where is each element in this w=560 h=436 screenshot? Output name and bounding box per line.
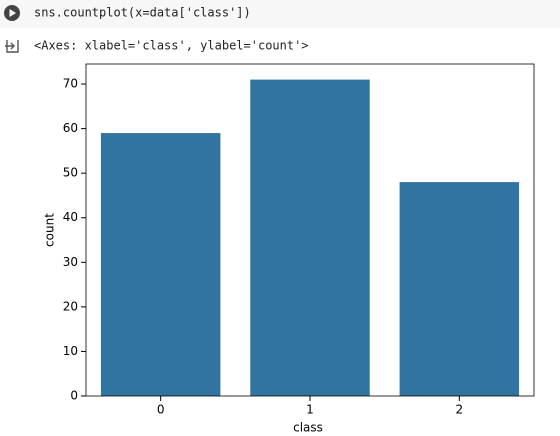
y-tick-label: 20 <box>63 299 78 313</box>
y-tick-label: 10 <box>63 344 78 358</box>
y-axis-label: count <box>43 213 57 247</box>
bar <box>399 182 520 396</box>
chart: class count 0 10 20 30 40 50 60 70 0 1 2 <box>43 63 535 435</box>
y-tick-label: 0 <box>70 389 78 403</box>
x-tick-label: 2 <box>456 403 464 417</box>
run-icon <box>9 9 16 17</box>
y-tick-label: 50 <box>63 166 78 180</box>
code-cell <box>0 0 560 28</box>
plot-frame <box>85 63 535 397</box>
x-tick-label: 0 <box>157 403 165 417</box>
x-tick-label: 1 <box>306 403 314 417</box>
y-tick-label: 30 <box>63 255 78 269</box>
code-text: sns.countplot(x=data['class']) <box>34 6 251 20</box>
x-axis-label: class <box>293 421 323 435</box>
y-tick-label: 70 <box>63 77 78 91</box>
y-tick-label: 60 <box>63 121 78 135</box>
output-icon <box>5 40 19 53</box>
bar <box>250 79 370 396</box>
output-text: <Axes: xlabel='class', ylabel='count'> <box>34 39 309 53</box>
y-tick-label: 40 <box>63 210 78 224</box>
bar <box>100 133 221 396</box>
